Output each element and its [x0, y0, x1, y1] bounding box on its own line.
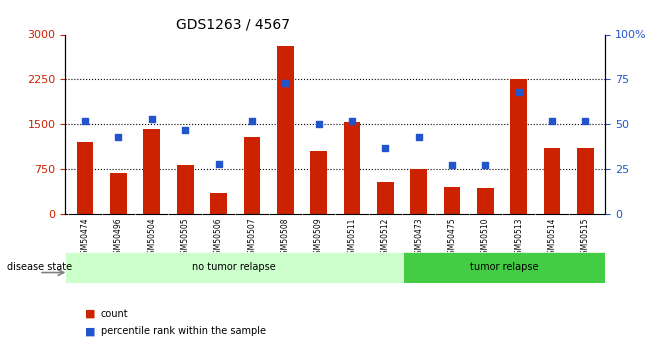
Bar [477, 188, 493, 214]
Point [380, 145, 391, 150]
Text: GSM50511: GSM50511 [348, 217, 357, 259]
Point [180, 127, 190, 132]
Bar [110, 173, 127, 214]
Text: percentile rank within the sample: percentile rank within the sample [101, 326, 266, 336]
Point [280, 80, 290, 86]
Text: GSM50505: GSM50505 [181, 217, 189, 259]
Text: GSM50510: GSM50510 [481, 217, 490, 259]
Text: GSM50509: GSM50509 [314, 217, 323, 259]
Point [214, 161, 224, 166]
Text: disease state: disease state [7, 263, 72, 272]
Point [247, 118, 257, 124]
Bar [77, 142, 94, 214]
Bar [377, 182, 394, 214]
Bar [444, 187, 460, 214]
Point [547, 118, 557, 124]
Point [413, 134, 424, 139]
Bar [410, 169, 427, 214]
Text: tumor relapse: tumor relapse [470, 263, 538, 272]
Text: GSM50475: GSM50475 [447, 217, 456, 259]
Bar [143, 129, 160, 214]
Text: GSM50473: GSM50473 [414, 217, 423, 259]
Text: GSM50508: GSM50508 [281, 217, 290, 259]
Point [580, 118, 590, 124]
Text: no tumor relapse: no tumor relapse [192, 263, 276, 272]
Text: GSM50512: GSM50512 [381, 217, 390, 259]
Bar [210, 193, 227, 214]
Bar [544, 148, 561, 214]
Point [146, 116, 157, 121]
Point [480, 163, 491, 168]
Text: GDS1263 / 4567: GDS1263 / 4567 [176, 17, 290, 31]
Point [313, 121, 324, 127]
Bar [344, 122, 360, 214]
Bar [577, 148, 594, 214]
Text: GSM50515: GSM50515 [581, 217, 590, 259]
Point [447, 163, 457, 168]
Bar [277, 47, 294, 214]
Text: ■: ■ [85, 309, 95, 319]
Point [113, 134, 124, 139]
Text: count: count [101, 309, 128, 319]
Text: GSM50514: GSM50514 [547, 217, 557, 259]
Text: GSM50474: GSM50474 [81, 217, 90, 259]
Text: ■: ■ [85, 326, 95, 336]
Point [80, 118, 90, 124]
Bar [311, 151, 327, 214]
Text: GSM50513: GSM50513 [514, 217, 523, 259]
Bar [65, 252, 403, 283]
Text: GSM50507: GSM50507 [247, 217, 256, 259]
Text: GSM50506: GSM50506 [214, 217, 223, 259]
Text: GSM50504: GSM50504 [147, 217, 156, 259]
Bar [177, 165, 193, 214]
Point [514, 89, 524, 95]
Point [347, 118, 357, 124]
Bar [510, 79, 527, 214]
Text: GSM50496: GSM50496 [114, 217, 123, 259]
Bar [403, 252, 605, 283]
Bar [243, 137, 260, 214]
